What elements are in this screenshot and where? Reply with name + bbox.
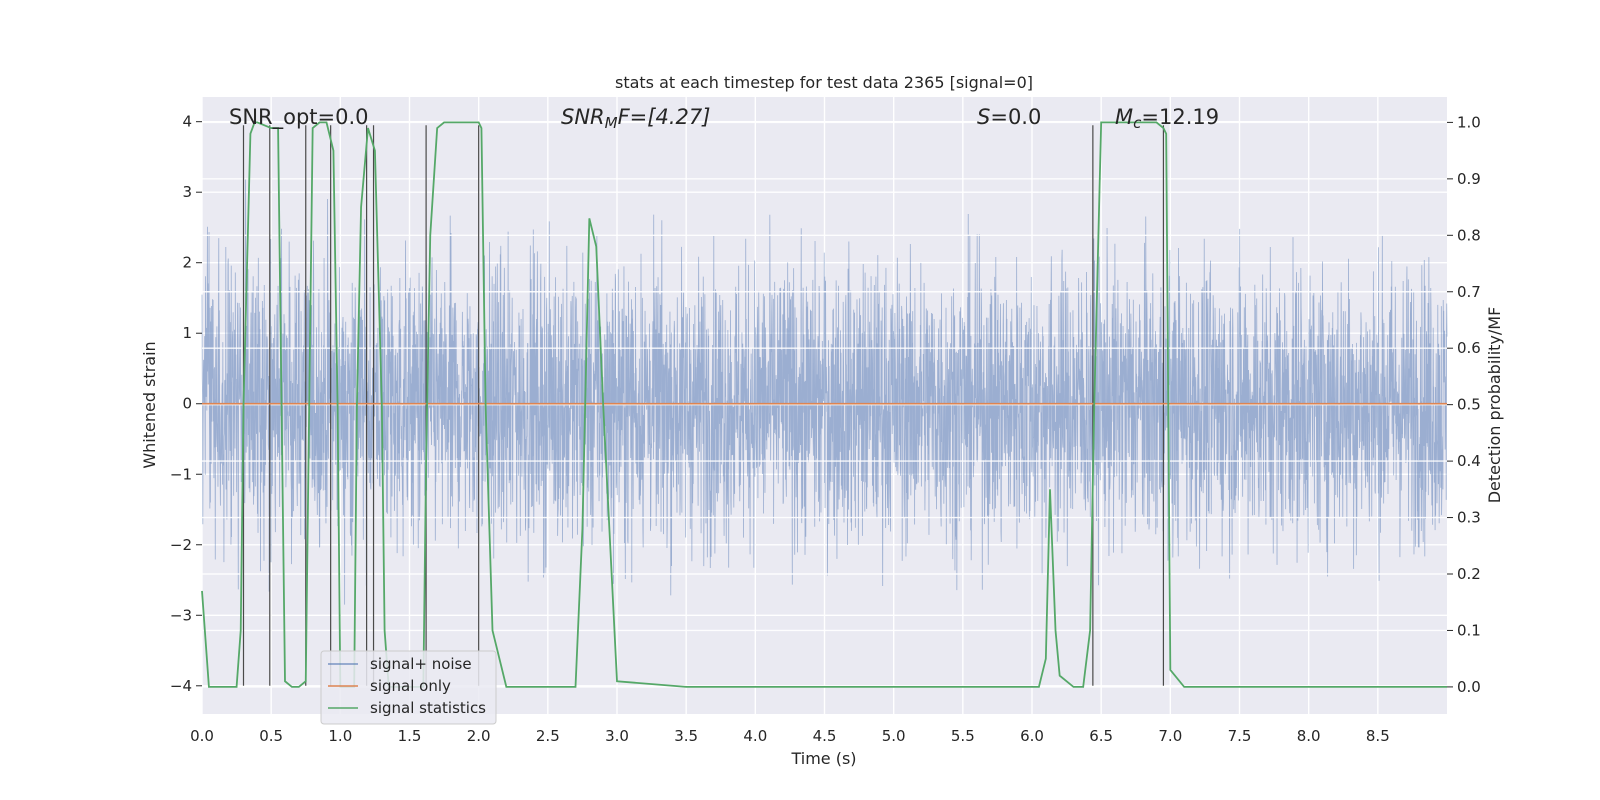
x-tick-label: 6.5 [1089, 727, 1113, 745]
annotation-snr-opt: SNR_opt=0.0 [229, 105, 369, 130]
y2-tick-label: 0.4 [1457, 452, 1481, 470]
vertical-markers [242, 125, 1165, 686]
x-tick-label: 1.0 [328, 727, 352, 745]
y-tick-label: −1 [170, 465, 192, 483]
y2-tick-label: 0.8 [1457, 226, 1481, 244]
signal-statistics-line [201, 121, 1447, 688]
x-tick-label: 4.0 [743, 727, 767, 745]
x-tick-label: 2.5 [536, 727, 560, 745]
s-rest: =0.0 [990, 105, 1041, 129]
x-tick-label: 4.5 [813, 727, 837, 745]
y2-tick-label: 0.5 [1457, 396, 1481, 414]
y-tick-label: −4 [170, 677, 192, 695]
y-tick-label: 4 [182, 113, 192, 131]
y2-tick-label: 0.1 [1457, 621, 1481, 639]
snr-mf-rest: F=[4.27] [618, 105, 711, 129]
x-tick-label: 0.5 [259, 727, 283, 745]
y2-tick-label: 0.9 [1457, 170, 1481, 188]
x-tick-label: 6.0 [1020, 727, 1044, 745]
x-axis-ticks: 0.0 0.5 1.0 1.5 2.0 2.5 3.0 3.5 4.0 4.5 5.0 5.5 6.0 6… [190, 727, 1390, 745]
signal-noise-line [201, 178, 1448, 605]
snr-mf-base: SNR [561, 105, 605, 129]
annotation-snr-mf: SNRMF=[4.27] [561, 105, 710, 132]
mc-base: M [1115, 105, 1133, 129]
y2-tick-label: 0.6 [1457, 339, 1481, 357]
legend: signal+ noise signal only signal statist… [320, 650, 497, 725]
x-tick-label: 7.0 [1158, 727, 1182, 745]
y2-axis-label: Detection probability/MF [1485, 307, 1504, 504]
x-tick-label: 8.5 [1366, 727, 1390, 745]
y2-tick-label: 1.0 [1457, 113, 1481, 131]
x-tick-label: 2.0 [467, 727, 491, 745]
chart-title: stats at each timestep for test data 236… [615, 73, 1033, 92]
annotation-s: S=0.0 [977, 105, 1041, 129]
y-tick-label: 0 [182, 395, 192, 413]
x-tick-label: 0.0 [190, 727, 214, 745]
legend-label-signal-only: signal only [370, 677, 451, 695]
annotation-mc: Mc=12.19 [1115, 105, 1219, 132]
y-tick-label: −3 [170, 606, 192, 624]
legend-label-signal-statistics: signal statistics [370, 699, 486, 717]
signal-statistics-series [201, 121, 1447, 688]
x-tick-label: 5.0 [882, 727, 906, 745]
s-var: S [977, 105, 990, 129]
y2-tick-label: 0.0 [1457, 678, 1481, 696]
x-tick-label: 7.5 [1228, 727, 1252, 745]
y-axis-label: Whitened strain [140, 341, 159, 468]
legend-label-signal-noise: signal+ noise [370, 655, 472, 673]
x-axis-label: Time (s) [790, 749, 856, 768]
x-tick-label: 3.5 [674, 727, 698, 745]
x-tick-label: 1.5 [398, 727, 422, 745]
legend-box [320, 650, 497, 725]
mc-rest: =12.19 [1141, 105, 1219, 129]
mc-sub: c [1133, 114, 1142, 132]
x-tick-label: 3.0 [605, 727, 629, 745]
y-tick-label: 2 [182, 254, 192, 272]
y2-tick-label: 0.3 [1457, 509, 1481, 527]
y-tick-label: 1 [182, 324, 192, 342]
x-tick-label: 8.0 [1297, 727, 1321, 745]
y-tick-label: −2 [170, 536, 192, 554]
signal-noise-series [201, 178, 1448, 605]
y-tick-label: 3 [182, 183, 192, 201]
y2-tick-label: 0.2 [1457, 565, 1481, 583]
x-tick-label: 5.5 [951, 727, 975, 745]
y-axis-ticks: 4 3 2 1 0 −1 −2 −3 −4 [170, 113, 202, 695]
snr-mf-sub: M [605, 114, 618, 132]
y2-axis-ticks: 1.0 0.9 0.8 0.7 0.6 0.5 0.4 0.3 0.2 0.1 0.0 [1447, 113, 1481, 696]
y2-tick-label: 0.7 [1457, 283, 1481, 301]
